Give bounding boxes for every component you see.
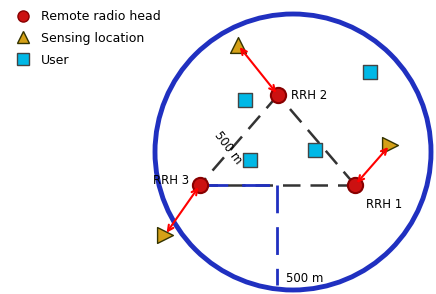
Point <box>235 43 242 47</box>
Text: RRH 3: RRH 3 <box>153 173 189 186</box>
Point <box>367 70 374 74</box>
Point <box>242 98 249 102</box>
Legend: Remote radio head, Sensing location, User: Remote radio head, Sensing location, Use… <box>6 6 165 70</box>
Point <box>275 93 282 97</box>
Point <box>351 183 358 187</box>
Text: RRH 2: RRH 2 <box>291 88 327 101</box>
Text: 500 m: 500 m <box>286 271 324 285</box>
Point <box>311 148 318 152</box>
Text: RRH 1: RRH 1 <box>366 198 402 211</box>
Point <box>246 158 253 162</box>
Point <box>161 233 168 237</box>
Text: 500 m: 500 m <box>211 129 245 167</box>
Point <box>386 143 393 147</box>
Point <box>197 183 204 187</box>
